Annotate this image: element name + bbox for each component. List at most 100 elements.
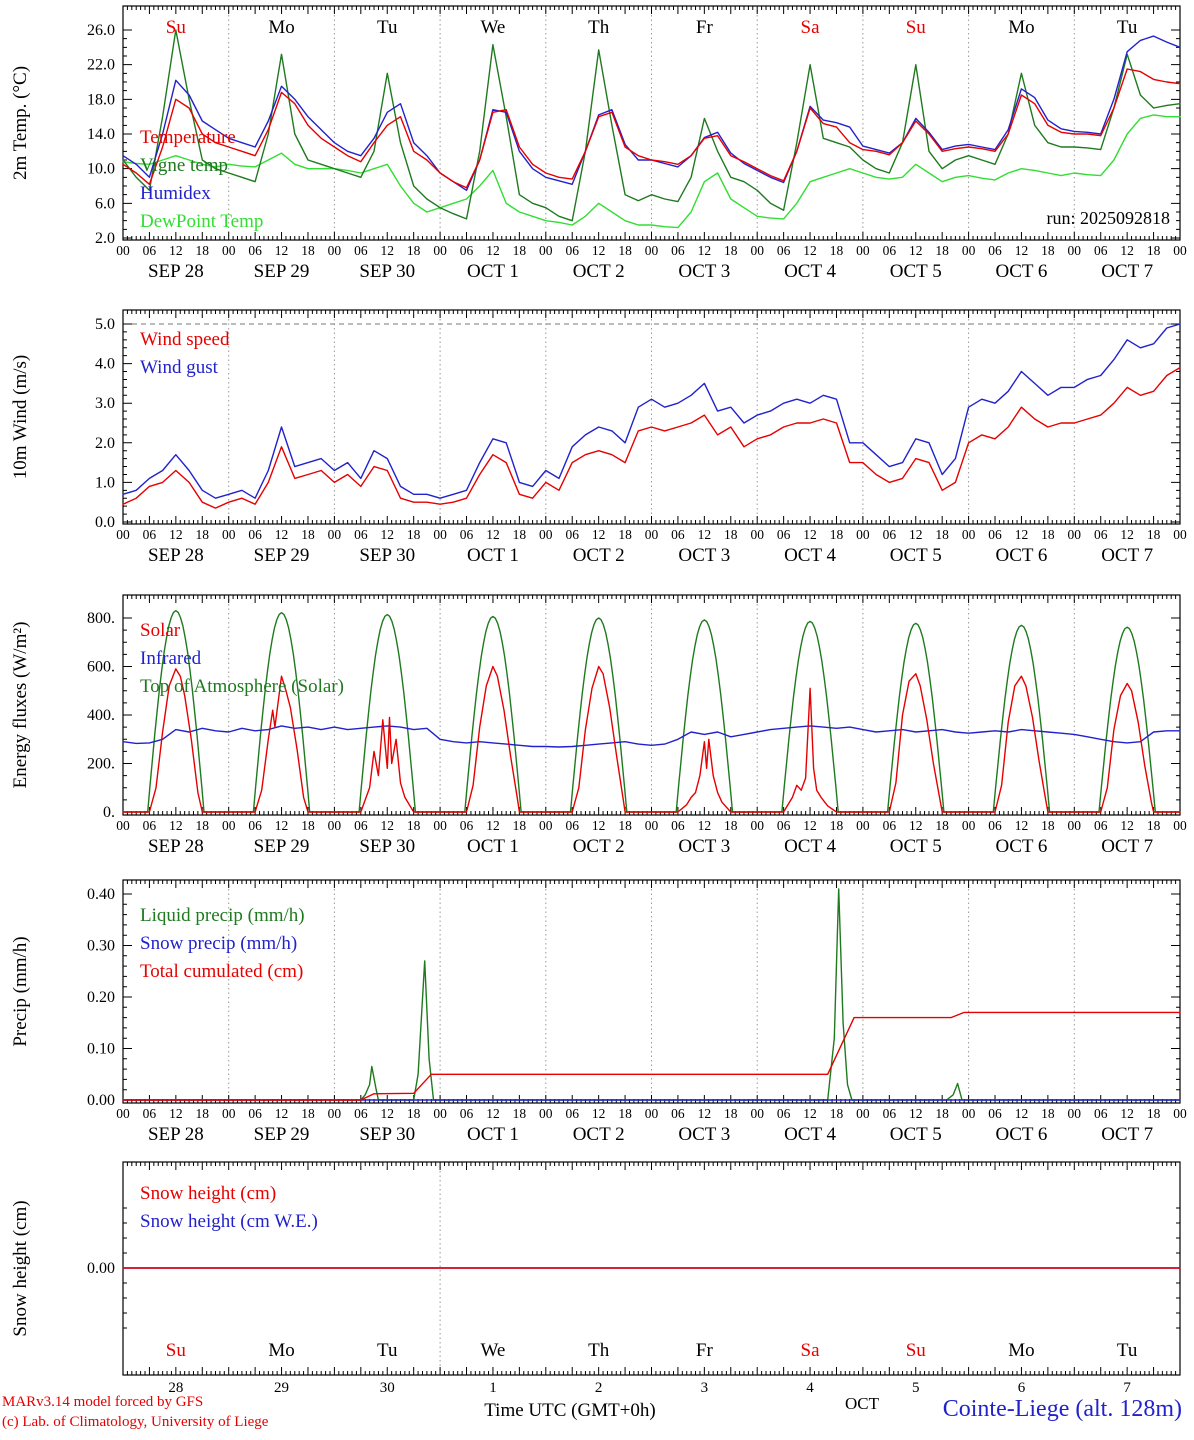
time-tick-label: 12	[803, 1106, 817, 1121]
time-tick-label: 12	[275, 527, 289, 542]
time-tick-label: 00	[645, 818, 659, 833]
y-tick-label: 0.00	[87, 1092, 115, 1109]
time-tick-label: 12	[698, 818, 712, 833]
date-label: OCT 5	[890, 836, 942, 857]
date-label: SEP 30	[359, 1124, 415, 1145]
month-label: OCT	[845, 1394, 879, 1413]
time-tick-label: 12	[169, 1106, 183, 1121]
time-tick-label: 00	[962, 243, 976, 258]
day-name-label: Mo	[268, 1340, 294, 1361]
time-tick-label: 06	[460, 527, 474, 542]
date-label: OCT 4	[784, 836, 836, 857]
day-name-label: Fr	[696, 17, 714, 38]
time-tick-label: 12	[592, 243, 606, 258]
date-number-label: 7	[1123, 1380, 1131, 1396]
x-axis-ticks	[122, 310, 1181, 524]
legend-temperature: DewPoint Temp	[140, 211, 263, 232]
time-tick-label: 06	[988, 527, 1002, 542]
day-name-label: Sa	[801, 17, 821, 38]
date-label: OCT 4	[784, 261, 836, 282]
panel-snow-height-chart: 0.00 Snow height (cm) Su Mo Tu We Th Fr Sa Su Mo Tu…	[10, 1161, 1181, 1396]
time-tick-label: 18	[513, 1106, 527, 1121]
time-tick-label: 06	[988, 243, 1002, 258]
date-number-label: 2	[595, 1380, 603, 1396]
time-tick-label: 12	[803, 818, 817, 833]
day-name-label: Su	[906, 1340, 927, 1361]
time-tick-label: 12	[486, 243, 500, 258]
time-tick-label: 12	[909, 1106, 923, 1121]
time-tick-label: 00	[116, 243, 130, 258]
time-tick-label: 12	[275, 243, 289, 258]
time-tick-label: 00	[328, 527, 342, 542]
date-label: OCT 1	[467, 261, 519, 282]
date-label: OCT 4	[784, 545, 836, 566]
time-tick-label: 00	[222, 527, 236, 542]
time-tick-label: 18	[1041, 1106, 1055, 1121]
time-tick-label: 18	[935, 1106, 949, 1121]
time-tick-label: 06	[565, 243, 579, 258]
date-label: SEP 29	[254, 261, 310, 282]
time-tick-label: 18	[1147, 818, 1161, 833]
time-tick-label: 18	[513, 527, 527, 542]
legend-snow-height: Snow height (cm W.E.)	[140, 1211, 318, 1232]
time-tick-label: 18	[196, 818, 210, 833]
day-name-label: We	[481, 17, 506, 38]
date-label: SEP 29	[254, 1124, 310, 1145]
time-tick-label: 12	[1120, 243, 1134, 258]
legend-snow-height: Snow height (cm)	[140, 1183, 276, 1204]
date-number-label: 28	[168, 1380, 183, 1396]
date-label: OCT 6	[995, 836, 1047, 857]
time-tick-label: 18	[724, 1106, 738, 1121]
time-tick-label: 18	[1041, 243, 1055, 258]
time-tick-label: 00	[539, 818, 553, 833]
time-tick-label: 06	[1094, 527, 1108, 542]
y-tick-label: 26.0	[87, 22, 115, 39]
time-tick-label: 00	[433, 818, 447, 833]
time-tick-label: 18	[724, 243, 738, 258]
time-tick-label: 00	[750, 527, 764, 542]
y-axis-title: Energy fluxes (W/m²)	[10, 622, 31, 789]
time-tick-label: 06	[1094, 818, 1108, 833]
time-tick-label: 12	[1015, 243, 1029, 258]
y-tick-label: 0.40	[87, 886, 115, 903]
date-label: SEP 28	[148, 545, 204, 566]
time-tick-label: 06	[1094, 1106, 1108, 1121]
time-tick-label: 06	[143, 527, 157, 542]
x-axis-ticks	[122, 595, 1181, 815]
time-tick-label: 12	[803, 527, 817, 542]
date-label: OCT 7	[1101, 261, 1153, 282]
series-humidex-line	[122, 35, 1181, 192]
time-tick-label: 18	[935, 818, 949, 833]
time-tick-label: 00	[1173, 527, 1187, 542]
time-tick-label: 06	[883, 1106, 897, 1121]
time-tick-label: 18	[1147, 1106, 1161, 1121]
time-tick-label: 12	[1015, 527, 1029, 542]
time-tick-label: 18	[724, 527, 738, 542]
day-name-label: Sa	[801, 1340, 821, 1361]
day-name-label: Su	[166, 17, 187, 38]
time-tick-label: 18	[196, 527, 210, 542]
panel-wind-chart: 0.0 1.0 2.0 3.0 4.0 5.0 10m Wind (m/s) 00 06 12 18…	[10, 309, 1187, 566]
time-tick-label: 00	[328, 818, 342, 833]
y-tick-label: 800.	[87, 610, 115, 627]
y-axis-ticks	[123, 29, 1180, 239]
time-tick-label: 06	[460, 1106, 474, 1121]
series-total-cumulated-line	[122, 1011, 1181, 1101]
time-tick-label: 12	[381, 527, 395, 542]
y-tick-label: 2.0	[95, 435, 115, 452]
series-infrared-line	[122, 725, 1181, 748]
y-tick-label: 6.0	[95, 195, 115, 212]
time-tick-label: 18	[407, 1106, 421, 1121]
date-number-label: 4	[806, 1380, 814, 1396]
time-tick-label: 06	[777, 243, 791, 258]
date-number-label: 29	[274, 1380, 289, 1396]
time-tick-label: 06	[354, 818, 368, 833]
time-tick-label: 12	[698, 1106, 712, 1121]
y-tick-label: 5.0	[95, 316, 115, 333]
time-tick-label: 06	[1094, 243, 1108, 258]
time-tick-label: 06	[248, 1106, 262, 1121]
y-axis-ticks	[123, 617, 1180, 813]
time-tick-label: 00	[645, 527, 659, 542]
time-tick-label: 00	[750, 818, 764, 833]
series-vigne-temp-line	[122, 29, 1181, 222]
